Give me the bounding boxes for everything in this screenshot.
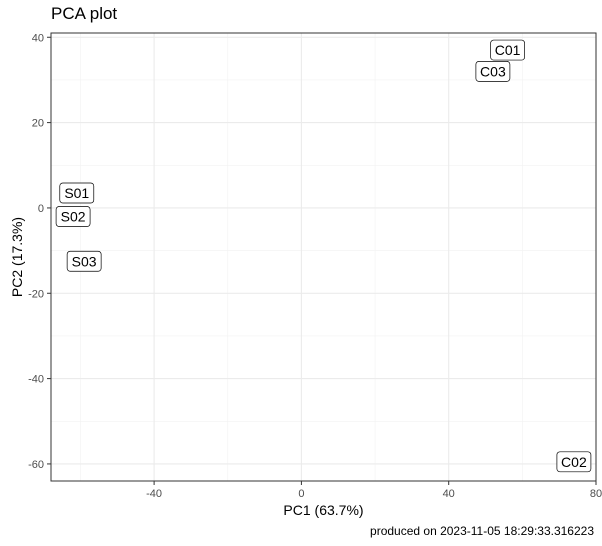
point-label-s01: S01 [59,182,95,204]
label-text: S02 [61,208,86,224]
x-tick-label: 40 [443,488,455,500]
y-axis-title: PC2 (17.3%) [9,217,25,297]
label-box [556,451,592,473]
point-label-s03: S03 [66,250,102,272]
y-tick-label: 0 [38,203,44,215]
x-tick-label: -40 [146,488,162,500]
panel-border [50,32,597,482]
point-label-c03: C03 [475,61,511,82]
point-label-c02: C02 [556,451,592,473]
label-box [55,206,91,227]
major-grid [51,33,597,481]
label-box [59,182,95,204]
label-text: S03 [72,253,97,269]
y-tick-label: -60 [28,459,44,471]
label-text: C02 [561,454,587,470]
y-tick-label: -40 [28,374,44,386]
y-tick-label: 20 [32,118,44,130]
label-box [66,250,102,272]
y-tick-label: -20 [28,288,44,300]
point-label-s02: S02 [55,206,91,227]
y-tick-label: 40 [32,32,44,44]
label-text: C01 [495,42,521,58]
x-tick-label: 80 [590,488,602,500]
label-text: C03 [480,63,506,79]
label-text: S01 [64,185,89,201]
chart-title: PCA plot [51,4,118,23]
label-box [475,61,511,82]
x-axis-title: PC1 (63.7%) [283,502,363,518]
footer-timestamp: produced on 2023-11-05 18:29:33.316223 [370,524,594,538]
axis-ticks: -40 0 40 80 -60 -40 -20 0 20 40 [28,32,602,500]
point-label-c01: C01 [490,39,525,61]
data-labels: C01 C03 S01 S02 S03 C02 [55,39,592,473]
label-box [490,39,525,61]
x-tick-label: 0 [298,488,304,500]
minor-grid [51,33,596,481]
